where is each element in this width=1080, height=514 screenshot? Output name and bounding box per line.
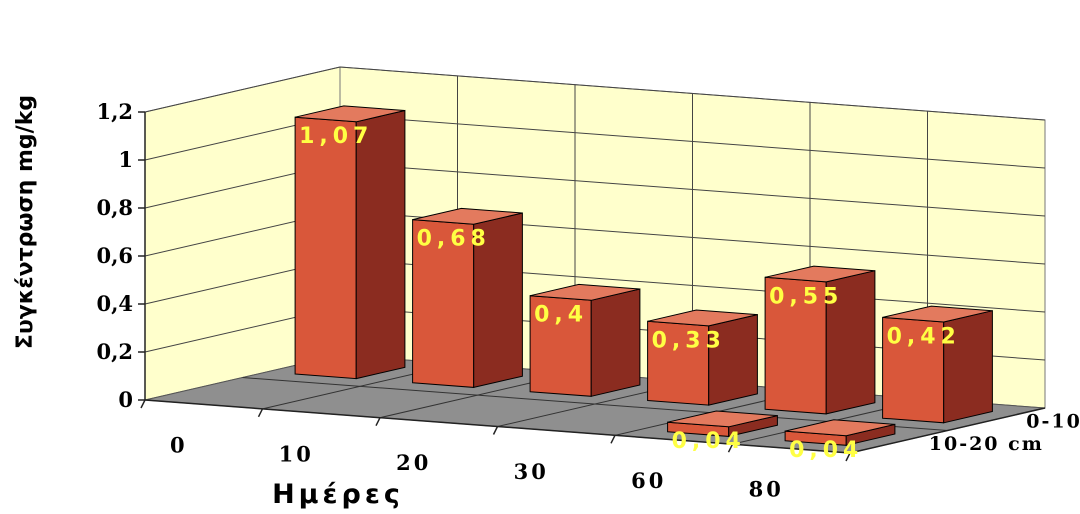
x-tick-label: 20 xyxy=(396,450,431,475)
y-tick-label: 1,2 xyxy=(96,99,133,124)
depth-tick-label: 10-20 cm xyxy=(929,433,1044,455)
x-tick-mark xyxy=(375,417,381,427)
x-tick-label: 30 xyxy=(514,459,549,484)
data-label: 0,33 xyxy=(652,328,726,353)
bar-top-face xyxy=(647,309,758,327)
y-tick-label: 0,8 xyxy=(96,195,133,220)
data-labels: 1,07 0,68 0,4 0,33 0,55 0,42 0,04 0,04 xyxy=(299,124,961,463)
x-axis-label: Ημέρες xyxy=(272,479,404,510)
y-tick-label: 0,4 xyxy=(96,291,133,316)
x-tick-label: 60 xyxy=(631,468,666,493)
depth-tick-label: 0-10 cm xyxy=(1026,410,1080,432)
bar-top-face xyxy=(667,410,778,428)
bars xyxy=(294,105,993,446)
y-tick-label: 0 xyxy=(118,387,133,412)
y-tick-label: 0,6 xyxy=(96,243,133,268)
data-label: 0,42 xyxy=(887,324,961,349)
bar xyxy=(667,410,778,438)
x-tick-mark xyxy=(257,408,264,418)
bar-side-face xyxy=(355,109,406,380)
y-tick-label: 0,2 xyxy=(96,339,133,364)
bar-top-face xyxy=(784,419,896,437)
bar-top-face xyxy=(412,207,523,225)
depth-axis-line xyxy=(849,407,1046,454)
x-tick-label: 0 xyxy=(170,432,188,457)
x-tick-mark xyxy=(492,426,499,435)
x-tick-mark xyxy=(140,399,146,409)
x-tick-mark xyxy=(727,443,734,453)
axes xyxy=(138,111,1046,462)
bar xyxy=(764,265,876,415)
data-label: 0,4 xyxy=(534,303,588,328)
tick-labels: 0 0,2 0,4 0,6 0,8 1 1,2 0 10 20 30 60 80 0-10 cm10-20… xyxy=(96,99,1080,502)
data-label: 1,07 xyxy=(299,124,373,149)
x-tick-label: 10 xyxy=(279,441,314,466)
bar xyxy=(529,283,641,397)
x-tick-label: 80 xyxy=(749,477,784,502)
bar xyxy=(784,419,896,446)
bar-front-face xyxy=(294,116,357,380)
bar xyxy=(294,105,406,380)
x-tick-mark xyxy=(610,434,616,444)
bar-side-face xyxy=(590,288,641,397)
data-label: 0,04 xyxy=(672,429,746,454)
data-label: 0,55 xyxy=(769,284,843,309)
data-label: 0,68 xyxy=(417,227,491,252)
bar xyxy=(647,309,758,406)
bar xyxy=(882,305,993,424)
y-tick-label: 1 xyxy=(118,147,133,172)
data-label: 0,04 xyxy=(789,438,863,463)
y-axis-label: Συγκέντρωση mg/kg xyxy=(13,95,38,349)
x-tick-mark xyxy=(845,452,851,462)
bar-top-face xyxy=(882,305,993,323)
bar xyxy=(412,207,523,389)
bar-top-face xyxy=(294,105,406,123)
bar-top-face xyxy=(529,283,641,301)
bar-top-face xyxy=(764,265,876,283)
